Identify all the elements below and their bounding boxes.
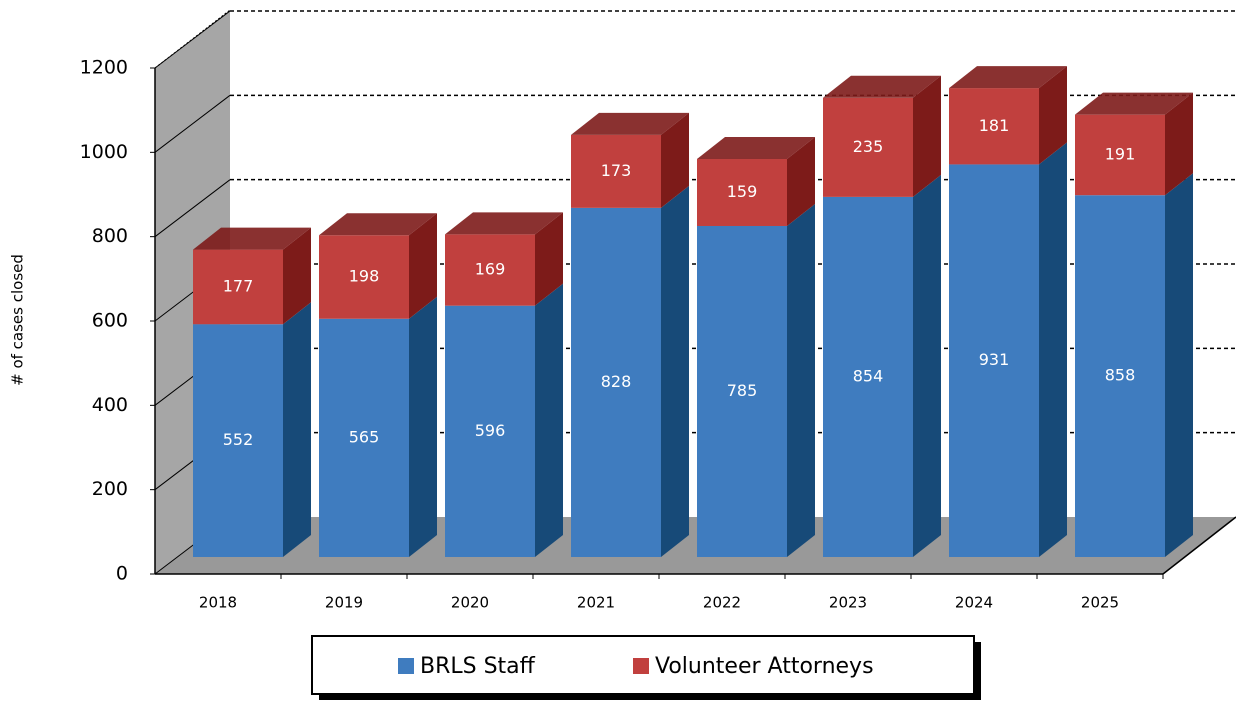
bar-side — [661, 112, 689, 208]
bar-side — [1039, 66, 1067, 165]
value-label: 169 — [475, 260, 506, 279]
value-label: 235 — [853, 137, 884, 156]
bar-side — [409, 213, 437, 319]
bar-side — [283, 227, 311, 325]
value-label: 173 — [601, 161, 632, 180]
bar — [823, 97, 913, 197]
bar-side — [1165, 173, 1193, 557]
bar-side — [913, 75, 941, 197]
x-tick-label: 2024 — [955, 594, 993, 612]
value-label: 858 — [1105, 366, 1136, 385]
legend-swatch — [398, 658, 414, 674]
bar — [571, 207, 661, 558]
legend-label: BRLS Staff — [420, 654, 536, 679]
bar — [319, 318, 409, 557]
value-label: 181 — [979, 116, 1010, 135]
y-tick-label: 600 — [92, 310, 128, 332]
x-tick-label: 2021 — [577, 594, 615, 612]
y-tick-label: 200 — [92, 478, 128, 500]
bar — [445, 305, 535, 557]
y-axis-label: # of cases closed — [9, 254, 27, 386]
value-label: 931 — [979, 350, 1010, 369]
value-label: 785 — [727, 381, 758, 400]
bar-top — [319, 213, 437, 236]
floor — [155, 517, 1236, 574]
value-label: 198 — [349, 267, 380, 286]
bar-side — [409, 296, 437, 557]
y-tick-label: 0 — [116, 563, 128, 585]
value-label: 854 — [853, 366, 884, 385]
bar-top — [445, 212, 563, 235]
bar — [193, 324, 283, 557]
bar-side — [913, 174, 941, 557]
x-tick-label: 2023 — [829, 594, 867, 612]
value-label: 596 — [475, 421, 506, 440]
legend-label: Volunteer Attorneys — [655, 654, 874, 679]
bar-side — [787, 203, 815, 557]
bar — [1075, 195, 1165, 557]
bar — [949, 88, 1039, 165]
x-tick-label: 2022 — [703, 594, 741, 612]
value-label: 552 — [223, 430, 254, 449]
bar-top — [823, 75, 941, 98]
floor-edge — [1162, 516, 1236, 575]
bar — [823, 196, 913, 557]
bar — [1075, 114, 1165, 196]
x-tick-label: 2018 — [199, 594, 237, 612]
value-label: 565 — [349, 427, 380, 446]
bar — [697, 225, 787, 557]
grid-line — [154, 94, 231, 153]
bar-side — [535, 212, 563, 306]
y-tick-label: 1200 — [80, 57, 128, 79]
bar-top — [697, 136, 815, 159]
x-tick-label: 2025 — [1081, 594, 1119, 612]
value-label: 177 — [223, 276, 254, 295]
x-tick-label: 2019 — [325, 594, 363, 612]
bar-side — [1039, 142, 1067, 557]
bar — [571, 134, 661, 208]
y-tick-label: 1000 — [80, 141, 128, 163]
bar-top — [949, 66, 1067, 89]
bar-top — [1075, 92, 1193, 115]
bar — [697, 158, 787, 226]
value-label: 191 — [1105, 144, 1136, 163]
grid-line — [154, 179, 231, 238]
bar-side — [283, 302, 311, 557]
y-tick-label: 400 — [92, 394, 128, 416]
bar-side — [1165, 92, 1193, 196]
value-label: 828 — [601, 372, 632, 391]
bar-side — [661, 185, 689, 558]
bar — [445, 234, 535, 306]
bar-top — [571, 112, 689, 135]
value-label: 159 — [727, 182, 758, 201]
bar — [319, 235, 409, 319]
x-tick-label: 2020 — [451, 594, 489, 612]
bar — [193, 249, 283, 325]
bar-top — [193, 227, 311, 250]
grid-line — [154, 10, 231, 69]
bar-side — [787, 136, 815, 226]
bar — [949, 164, 1039, 557]
y-tick-label: 800 — [92, 225, 128, 247]
legend-swatch — [633, 658, 649, 674]
bar-side — [535, 283, 563, 557]
